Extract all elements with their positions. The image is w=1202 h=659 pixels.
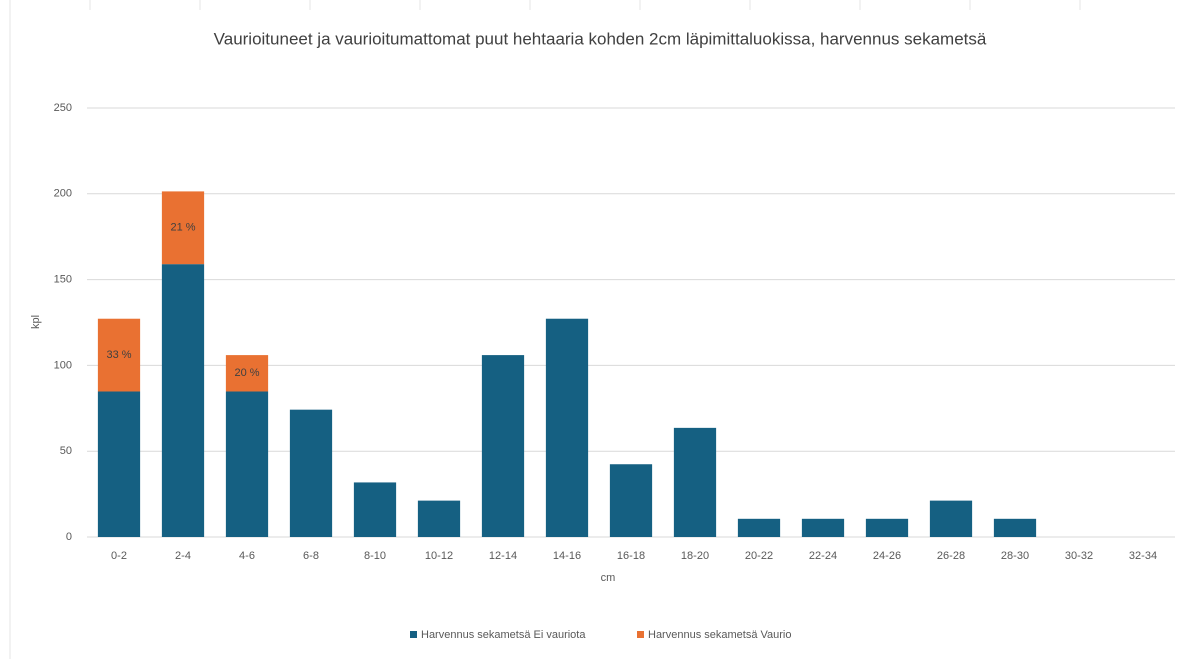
x-tick-label: 2-4 — [175, 550, 191, 562]
data-label: 20 % — [234, 367, 259, 379]
x-axis-label: cm — [601, 572, 616, 584]
bar-segment — [673, 427, 717, 537]
y-tick-label: 100 — [54, 359, 72, 371]
legend-label: Harvennus sekametsä Vaurio — [648, 629, 791, 641]
x-tick-label: 14-16 — [553, 550, 581, 562]
chart-title: Vaurioituneet ja vaurioitumattomat puut … — [214, 29, 987, 48]
x-tick-label: 18-20 — [681, 550, 709, 562]
bar-segment — [993, 518, 1037, 537]
y-axis-label: kpl — [30, 315, 42, 329]
bar-segment — [545, 318, 589, 537]
legend-label: Harvennus sekametsä Ei vauriota — [421, 629, 586, 641]
bar-segment — [353, 482, 397, 537]
legend-swatch — [410, 631, 417, 638]
x-tick-label: 12-14 — [489, 550, 517, 562]
bar-segment — [161, 264, 205, 537]
x-tick-label: 22-24 — [809, 550, 837, 562]
y-tick-label: 0 — [66, 531, 72, 543]
y-tick-label: 200 — [54, 188, 72, 200]
bar-segment — [609, 464, 653, 537]
bar-segment — [225, 391, 269, 537]
sheet-grid — [9, 0, 1081, 659]
bar-segment — [97, 318, 141, 392]
x-tick-label: 28-30 — [1001, 550, 1029, 562]
bar-segment — [225, 355, 269, 392]
bar-segment — [801, 518, 845, 537]
bar-segment — [865, 518, 909, 537]
x-tick-label: 10-12 — [425, 550, 453, 562]
x-tick-label: 20-22 — [745, 550, 773, 562]
y-tick-label: 150 — [54, 274, 72, 286]
data-label: 33 % — [106, 349, 131, 361]
y-tick-label: 50 — [60, 445, 72, 457]
data-label: 21 % — [170, 222, 195, 234]
legend-swatch — [637, 631, 644, 638]
x-tick-label: 30-32 — [1065, 550, 1093, 562]
x-tick-label: 8-10 — [364, 550, 386, 562]
bar-segment — [417, 500, 461, 537]
bar-segment — [929, 500, 973, 537]
x-tick-label: 26-28 — [937, 550, 965, 562]
bar-segment — [737, 518, 781, 537]
bar-segment — [481, 355, 525, 537]
x-tick-label: 6-8 — [303, 550, 319, 562]
y-tick-label: 250 — [54, 102, 72, 114]
x-tick-label: 16-18 — [617, 550, 645, 562]
bar-segment — [161, 191, 205, 265]
x-tick-label: 24-26 — [873, 550, 901, 562]
x-tick-label: 0-2 — [111, 550, 127, 562]
x-tick-label: 4-6 — [239, 550, 255, 562]
x-tick-label: 32-34 — [1129, 550, 1157, 562]
bar-segment — [289, 409, 333, 537]
bar-segment — [97, 391, 141, 537]
